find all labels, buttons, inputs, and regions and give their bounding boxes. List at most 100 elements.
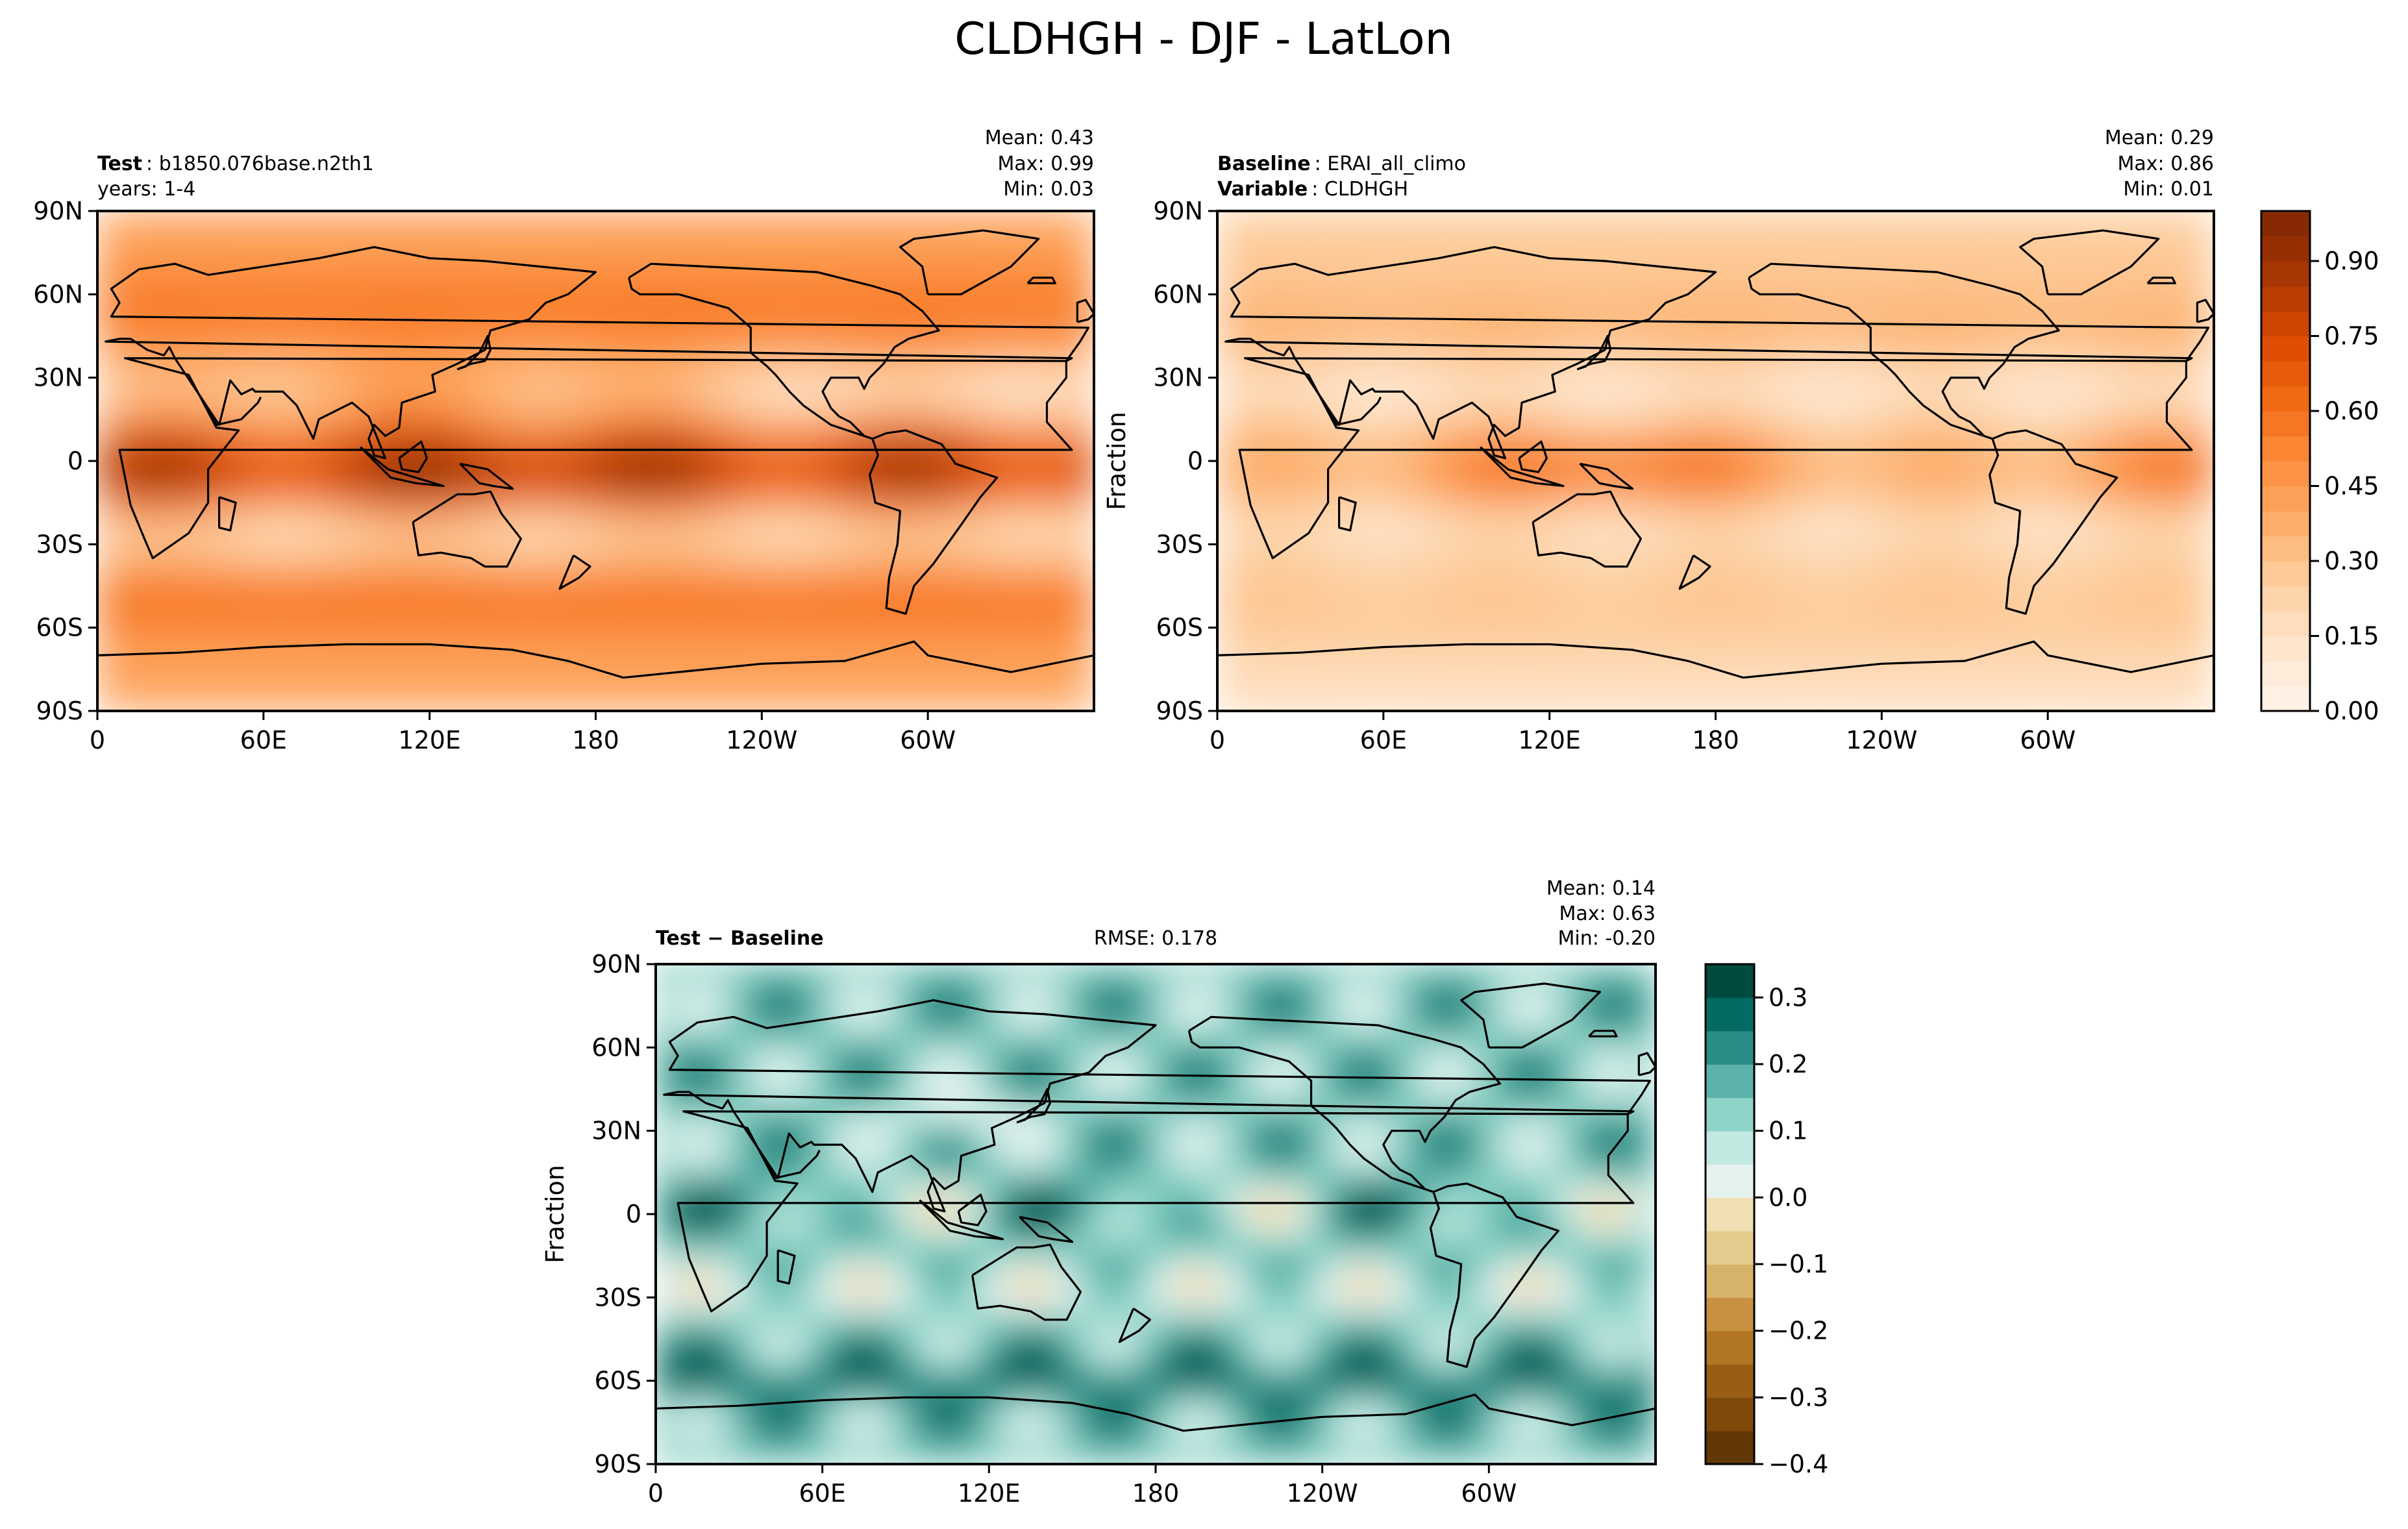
coastline xyxy=(971,1243,1082,1321)
colorbar-level xyxy=(1706,1430,1754,1465)
baseline-stat-mean: Mean: 0.29 xyxy=(2105,127,2214,149)
colorbar-level xyxy=(2261,686,2310,712)
coastline xyxy=(749,1136,821,1179)
colorbar-tick-label: 0.75 xyxy=(2324,322,2379,351)
y-tick-label: 90N xyxy=(591,950,641,978)
colorbar-tick-label: 0.15 xyxy=(2324,622,2379,651)
test-stat-max: Max: 0.99 xyxy=(998,153,1094,175)
test-label-value: b1850.076base.n2th1 xyxy=(159,153,374,175)
colorbar-level xyxy=(1706,1264,1754,1299)
colorbar-level xyxy=(2261,236,2310,262)
test-years: years: 1-4 xyxy=(97,178,195,201)
difference-field xyxy=(656,964,1656,1464)
y-tick-label: 60N xyxy=(591,1033,641,1062)
colorbar-tick-label: 0.00 xyxy=(2324,697,2379,725)
colorbar-level xyxy=(1706,1030,1754,1065)
y-tick-label: 30S xyxy=(595,1283,641,1311)
colorbar-tick-label: 0.30 xyxy=(2324,547,2379,575)
coastline xyxy=(456,334,492,371)
test-field xyxy=(97,211,1094,711)
y-tick-label: 90N xyxy=(1153,197,1203,225)
baseline-stat-max: Max: 0.86 xyxy=(2118,153,2214,175)
y-tick-label: 60N xyxy=(1153,280,1203,308)
colorbar-level xyxy=(1706,1330,1754,1365)
baseline-ylabel: Fraction xyxy=(1102,412,1131,510)
coastline xyxy=(1576,334,1612,371)
x-tick-label: 60E xyxy=(1360,726,1407,754)
coastline xyxy=(1016,1088,1051,1124)
figure-title: CLDHGH - DJF - LatLon xyxy=(954,14,1452,65)
colorbar-level xyxy=(1706,1364,1754,1398)
coastline xyxy=(1637,1052,1656,1076)
coastline xyxy=(105,246,1090,460)
colorbar-level xyxy=(1706,1397,1754,1432)
colorbar-level xyxy=(2261,211,2310,237)
coastline xyxy=(1187,1015,1501,1193)
colorbar-tick-label: −0.3 xyxy=(1769,1383,1828,1411)
coastline xyxy=(558,554,591,590)
diff-ylabel: Fraction xyxy=(541,1165,569,1263)
variable-label: Variable: CLDHGH xyxy=(1217,178,1408,201)
colorbar-level xyxy=(2261,386,2310,412)
coastline xyxy=(1224,246,2210,460)
colorbar-level xyxy=(1706,1130,1754,1165)
baseline-label-value: ERAI_all_climo xyxy=(1327,153,1466,175)
coastline xyxy=(1460,982,1601,1049)
coastline xyxy=(628,262,940,440)
y-tick-label: 30N xyxy=(33,364,83,392)
colorbar-level xyxy=(1706,1164,1754,1199)
colorbar-level xyxy=(2261,286,2310,312)
colorbar-frame xyxy=(1704,963,1756,1465)
colorbar-level xyxy=(1706,997,1754,1032)
coastline xyxy=(899,229,1040,295)
x-tick-label: 120W xyxy=(1846,726,1917,754)
colorbar-tick-label: 0.90 xyxy=(2324,247,2379,275)
x-tick-label: 180 xyxy=(572,726,619,754)
x-tick-label: 60E xyxy=(240,726,287,754)
test-stat-min: Min: 0.03 xyxy=(1003,178,1094,201)
colorbar-level xyxy=(1706,1064,1754,1099)
x-tick-label: 180 xyxy=(1692,726,1739,754)
variable-label-bold: Variable xyxy=(1217,178,1308,201)
coastline xyxy=(1118,1308,1151,1343)
coastline xyxy=(776,1249,796,1285)
x-tick-label: 120W xyxy=(726,726,797,754)
colorbar-tick-label: −0.4 xyxy=(1769,1450,1828,1478)
colorbar-tick-label: 0.1 xyxy=(1769,1117,1807,1145)
colorbar-level xyxy=(2261,311,2310,337)
coastline xyxy=(1678,554,1711,590)
colorbar-tick-label: 0.60 xyxy=(2324,397,2379,425)
colorbar-level xyxy=(1706,964,1754,999)
diff-stat-mean: Mean: 0.14 xyxy=(1546,877,1656,900)
diff-stat-min: Min: -0.20 xyxy=(1558,927,1656,950)
x-tick-label: 0 xyxy=(648,1479,664,1508)
test-label-bold: Test xyxy=(97,153,142,175)
colorbar-level xyxy=(2261,411,2310,437)
baseline-stat-min: Min: 0.01 xyxy=(2123,178,2214,201)
y-tick-label: 30N xyxy=(591,1117,641,1145)
x-tick-label: 60W xyxy=(1461,1479,1517,1508)
coastline xyxy=(1217,640,2214,679)
test-label: Test: b1850.076base.n2th1 xyxy=(97,153,374,175)
variable-label-value: CLDHGH xyxy=(1324,178,1408,201)
y-tick-label: 90S xyxy=(36,697,83,725)
coastline xyxy=(1479,446,1565,488)
coastline xyxy=(218,496,237,532)
difference-panel: Test − Baseline RMSE: 0.178 Mean: 0.14 M… xyxy=(541,877,1657,1508)
coastline xyxy=(1310,382,1382,426)
x-tick-label: 120E xyxy=(958,1479,1021,1508)
y-tick-label: 30S xyxy=(36,530,83,558)
coastline xyxy=(663,999,1651,1213)
y-tick-label: 0 xyxy=(1187,447,1203,475)
coastline xyxy=(1338,496,1357,532)
y-tick-label: 90S xyxy=(1156,697,1203,725)
coastline xyxy=(1019,1215,1074,1243)
x-tick-label: 0 xyxy=(1210,726,1225,754)
y-tick-label: 0 xyxy=(68,447,83,475)
coastline xyxy=(1518,440,1548,473)
coastline xyxy=(398,440,428,473)
baseline-panel: Baseline: ERAI_all_climo Variable: CLDHG… xyxy=(1102,127,2215,754)
colorbar-tick-label: 0.3 xyxy=(1769,983,1807,1012)
colorbar-tick-label: 0.45 xyxy=(2324,472,2379,501)
